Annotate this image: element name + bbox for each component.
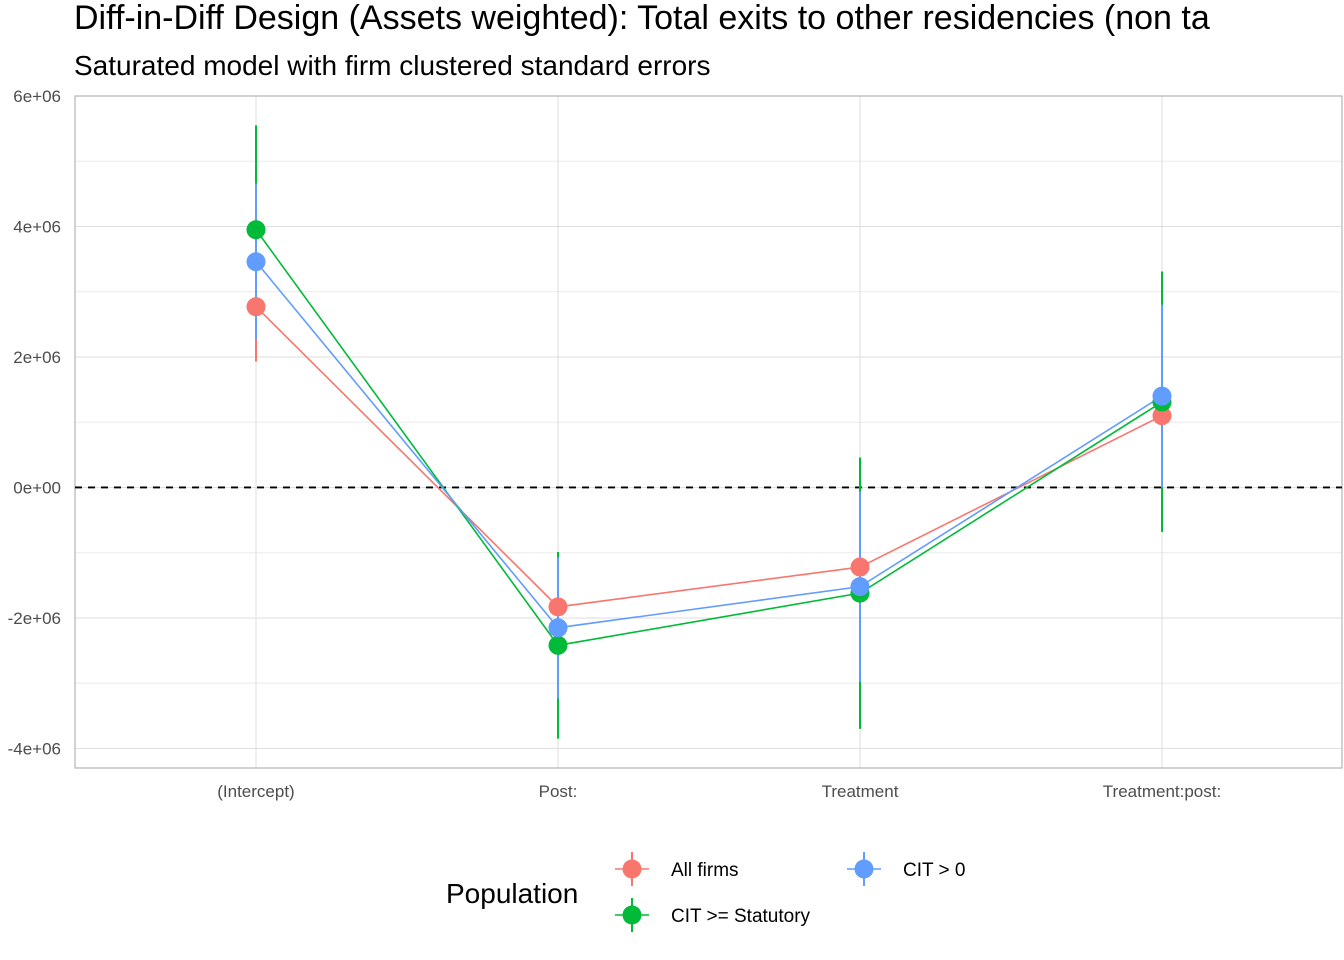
legend-key-point: [622, 905, 642, 925]
y-tick-label: 4e+06: [13, 217, 61, 236]
legend-key-point: [854, 859, 874, 879]
y-tick-label: -2e+06: [8, 609, 61, 628]
data-point: [246, 220, 266, 240]
legend-title: Population: [446, 878, 578, 909]
chart-title: Diff-in-Diff Design (Assets weighted): T…: [74, 0, 1210, 37]
data-point: [548, 597, 568, 617]
series-line: [255, 306, 1163, 608]
y-tick-label: -4e+06: [8, 739, 61, 758]
series-layer: [246, 125, 1172, 739]
legend-item: All firms: [615, 852, 739, 886]
data-point: [548, 635, 568, 655]
legend-key-point: [622, 859, 642, 879]
data-point: [850, 577, 870, 597]
data-point: [1152, 406, 1172, 426]
x-tick-label: Treatment: [822, 782, 899, 801]
data-point: [548, 618, 568, 638]
legend-item: CIT > 0: [847, 852, 965, 886]
x-tick-label: (Intercept): [217, 782, 294, 801]
series-line: [255, 229, 1163, 647]
grid-layer: [74, 95, 1343, 769]
x-tick-label: Treatment:post:: [1103, 782, 1221, 801]
series-line: [255, 261, 1163, 629]
axis-layer: -4e+06 -2e+06 0e+00 2e+06 4e+06 6e+06 (Interce…: [8, 87, 1222, 801]
panel-border: [74, 95, 1343, 769]
legend-item: CIT >= Statutory: [615, 898, 811, 932]
legend: Population All firms CIT > 0 CIT >= Statut…: [446, 852, 965, 932]
y-tick-label: 6e+06: [13, 87, 61, 106]
y-tick-label: 0e+00: [13, 478, 61, 497]
x-tick-label: Post:: [539, 782, 578, 801]
legend-label: CIT > 0: [903, 860, 965, 881]
legend-label: All firms: [671, 860, 739, 881]
series-cit-statutory: [255, 125, 1163, 739]
chart-subtitle: Saturated model with firm clustered stan…: [74, 50, 711, 81]
data-point: [850, 557, 870, 577]
data-point: [246, 297, 266, 317]
data-point: [246, 252, 266, 272]
series-all-firms: [255, 251, 1163, 641]
data-point: [1152, 386, 1172, 406]
y-tick-label: 2e+06: [13, 348, 61, 367]
legend-label: CIT >= Statutory: [671, 906, 811, 927]
